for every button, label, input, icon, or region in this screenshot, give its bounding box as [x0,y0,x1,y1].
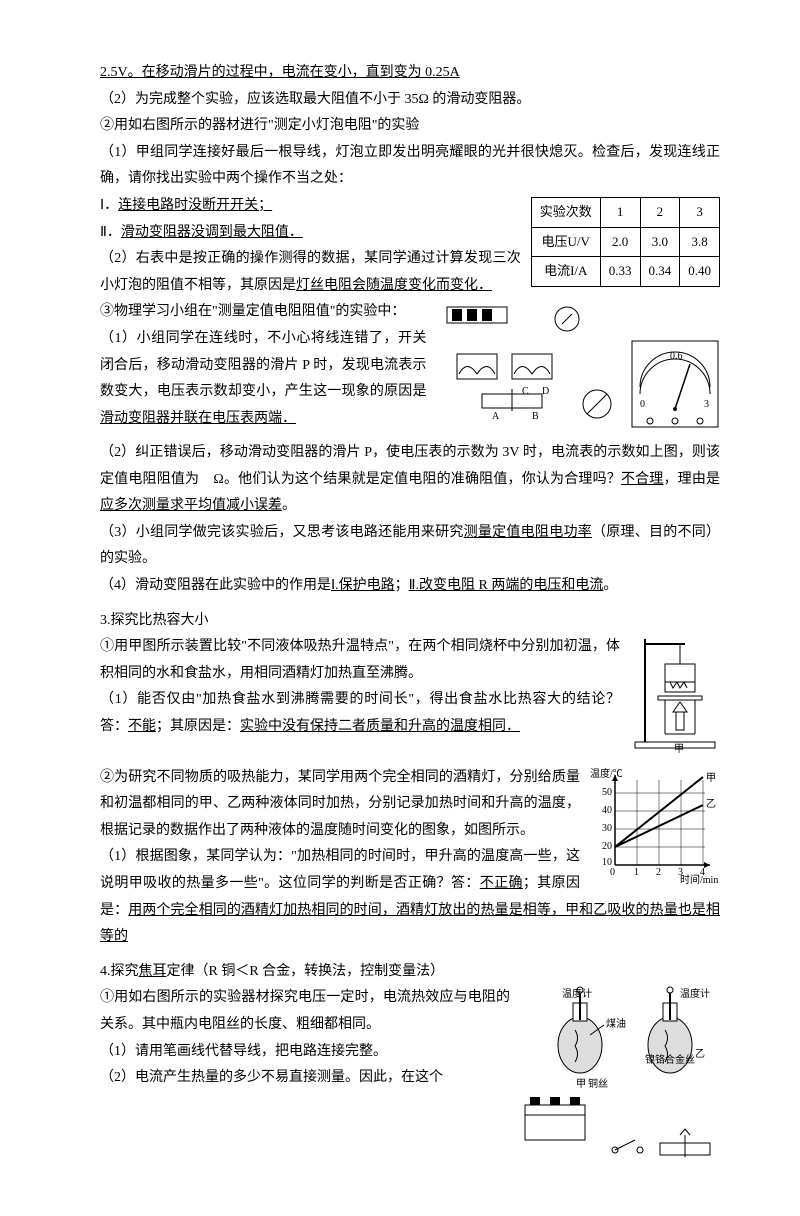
label-thermo-1: 温度计 [562,987,592,1000]
svg-text:温度/℃: 温度/℃ [590,767,623,780]
section-3-title: 3.探究比热容大小 [100,608,720,635]
data-table-wrap: 实验次数 1 2 3 电压U/V 2.0 3.0 3.8 电流I/A 0.33 … [531,193,720,287]
beaker-label: 甲 [674,744,684,754]
td-i-label: 电流I/A [531,257,600,287]
th-1: 1 [600,197,640,227]
line-q2: （2）为完成整个实验，应该选取最大阻值不小于 35Ω 的滑动变阻器。 [100,87,720,114]
exp3-q3: （3）小组同学做完该实验后，又思考该电路还能用来研究测量定值电阻电功率（原理、目… [100,520,720,573]
svg-text:20: 20 [602,841,612,852]
svg-text:时间/min: 时间/min [680,873,718,885]
joule-apparatus-icon: 温度计 温度计 煤油 镍铬合金丝 甲 铜丝 乙 [520,985,720,1165]
circuit-figure-group: CD AB 0 0.6 3 [437,299,721,440]
section-4-title: 4.探究焦耳定律（R 铜＜R 合金，转换法，控制变量法） [100,959,720,986]
temp-time-graph: 温度/℃ 50 40 30 20 10 0 1 2 3 4 时间/min 甲 乙 [590,765,720,896]
svg-text:1: 1 [634,867,639,878]
td-i3: 0.40 [680,257,720,287]
svg-text:A: A [492,411,500,422]
sec3-q1: （1）能否仅由"加热食盐水到沸腾需要的时间长"，得出食盐水比热容大的结论？答：不… [100,687,720,740]
label-oil: 煤油 [606,1017,626,1030]
page: 2.5V。在移动滑片的过程中，电流在变小，直到变为 0.25A （2）为完成整个… [100,60,720,1176]
label-yi: 乙 [695,1048,705,1060]
joule-figure: 温度计 温度计 煤油 镍铬合金丝 甲 铜丝 乙 [520,985,720,1176]
exp3-q4: （4）滑动变阻器在此实验中的作用是Ⅰ.保护电路；Ⅱ.改变电阻 R 两端的电压和电… [100,573,720,600]
label-thermo-2: 温度计 [680,987,710,1000]
line-exp2: ②用如右图所示的器材进行"测定小灯泡电阻"的实验 [100,113,720,140]
td-v3: 3.8 [680,227,720,257]
label-copper: 铜丝 [588,1078,608,1090]
label-jia: 甲 [576,1079,586,1090]
svg-text:0: 0 [640,399,645,410]
svg-text:0: 0 [610,867,615,878]
td-i1: 0.33 [600,257,640,287]
svg-text:50: 50 [602,787,612,798]
svg-text:40: 40 [602,805,612,816]
td-v-label: 电压U/V [531,227,600,257]
svg-text:甲: 甲 [706,773,716,784]
svg-text:30: 30 [602,823,612,834]
td-v1: 2.0 [600,227,640,257]
svg-text:2: 2 [656,867,661,878]
svg-text:D: D [542,386,549,397]
sec3-p1: ①用甲图所示装置比较"不同液体吸热升温特点"，在两个相同烧杯中分别加初温，体积相… [100,634,720,687]
beaker-apparatus-icon: 甲 [630,634,720,754]
line-2-5v: 2.5V。在移动滑片的过程中，电流在变小，直到变为 0.25A [100,60,720,87]
circuit-diagram-icon: CD AB [437,299,627,429]
experiment-data-table: 实验次数 1 2 3 电压U/V 2.0 3.0 3.8 电流I/A 0.33 … [531,197,720,287]
line-q1-desc: （1）甲组同学连接好最后一根导线，灯泡立即发出明亮耀眼的光并很快熄灭。检查后，发… [100,140,720,193]
exp3-q2: （2）纠正错误后，移动滑动变阻器的滑片 P，使电压表的示数为 3V 时，电流表的… [100,440,720,520]
beaker-figure: 甲 [630,634,720,765]
svg-text:3: 3 [704,399,709,410]
th-trial: 实验次数 [531,197,600,227]
td-i2: 0.34 [640,257,680,287]
svg-text:乙: 乙 [706,798,716,810]
th-3: 3 [680,197,720,227]
svg-text:B: B [532,411,539,422]
label-alloy: 镍铬合金丝 [645,1053,695,1066]
td-v2: 3.0 [640,227,680,257]
line-chart-icon: 温度/℃ 50 40 30 20 10 0 1 2 3 4 时间/min 甲 乙 [590,765,720,885]
svg-text:0.6: 0.6 [670,351,683,362]
th-2: 2 [640,197,680,227]
ammeter-dial-icon: 0 0.6 3 [630,339,720,429]
